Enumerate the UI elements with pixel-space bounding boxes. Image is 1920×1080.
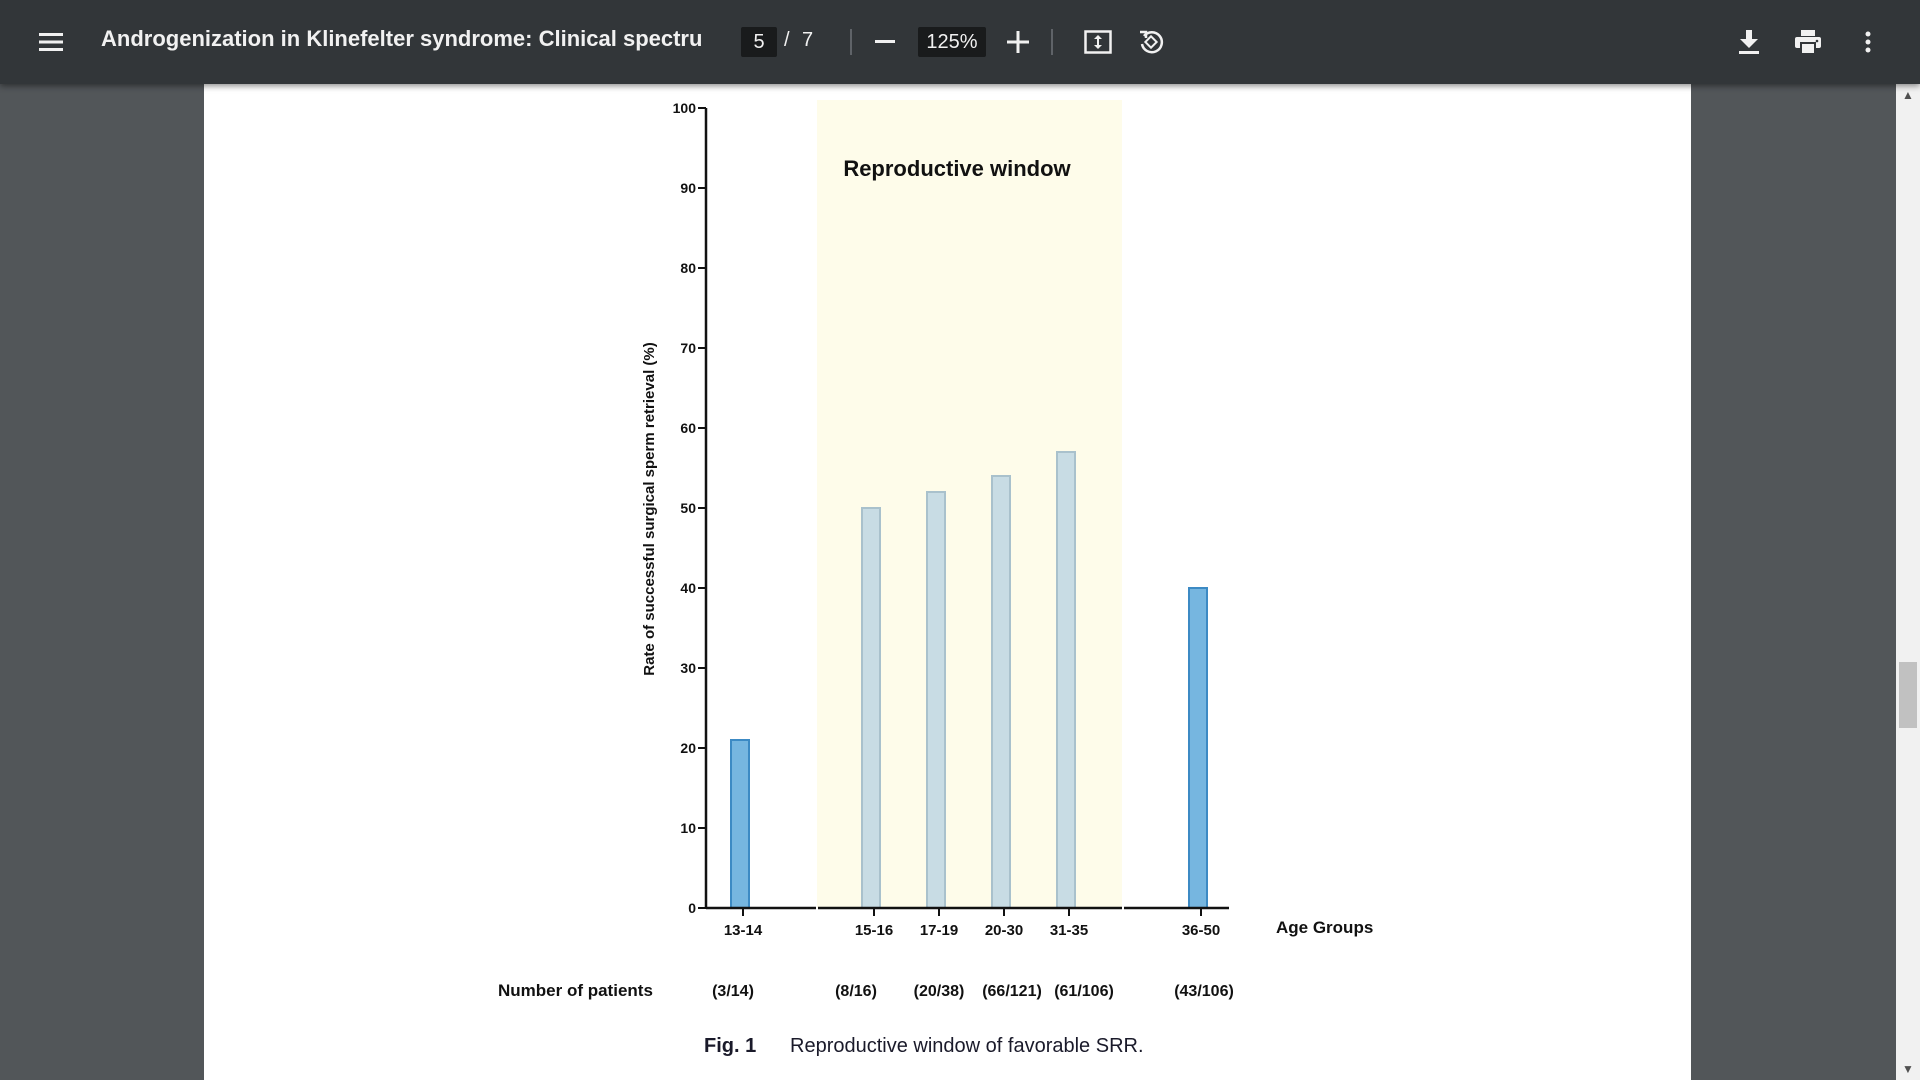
patient-count-label: (3/14) <box>712 983 754 1000</box>
y-tick-label: 100 <box>673 100 697 116</box>
y-tick-label: 10 <box>680 820 696 836</box>
bar-13-14 <box>730 739 750 909</box>
x-tick-label: 13-14 <box>724 922 763 939</box>
hamburger-menu-icon[interactable] <box>27 18 75 66</box>
print-icon[interactable] <box>1784 18 1832 66</box>
toolbar-divider <box>1051 29 1053 55</box>
patient-count-label: (8/16) <box>835 983 877 1000</box>
bar-36-50 <box>1188 587 1208 909</box>
bar-15-16 <box>861 507 881 909</box>
patient-count-label: (66/121) <box>982 983 1042 1000</box>
bar-31-35 <box>1056 451 1076 909</box>
bar-20-30 <box>991 475 1011 909</box>
patient-count-label: (43/106) <box>1174 983 1234 1000</box>
fit-page-icon[interactable] <box>1074 18 1122 66</box>
y-tick-label: 40 <box>680 580 696 596</box>
scroll-down-arrow-icon[interactable]: ▼ <box>1902 1062 1914 1076</box>
srr-bar-chart: Reproductive window 0 10 20 30 40 50 60 70 80 90 1… <box>498 100 1373 1057</box>
zoom-out-icon[interactable] <box>861 18 909 66</box>
y-tick-label: 80 <box>680 260 696 276</box>
patient-count-label: (61/106) <box>1054 983 1114 1000</box>
x-tick-label: 17-19 <box>920 922 958 939</box>
pdf-toolbar: Androgenization in Klinefelter syndrome:… <box>0 0 1920 84</box>
x-tick-label: 31-35 <box>1050 922 1088 939</box>
page-separator: / <box>784 29 790 51</box>
total-pages: 7 <box>802 29 814 51</box>
y-tick-label: 60 <box>680 420 696 436</box>
more-options-icon[interactable] <box>1844 18 1892 66</box>
y-tick-label: 20 <box>680 740 696 756</box>
x-axis-label: Age Groups <box>1276 918 1373 937</box>
y-tick-label: 30 <box>680 660 696 676</box>
x-tick-label: 36-50 <box>1182 922 1220 939</box>
reproductive-window-label: Reproductive window <box>843 156 1071 181</box>
figure-caption-text: Reproductive window of favorable SRR. <box>790 1035 1144 1057</box>
y-axis-label: Rate of successful surgical sperm retrie… <box>641 342 658 675</box>
zoom-level-input[interactable]: 125% <box>918 27 986 57</box>
figure-caption-label: Fig. 1 <box>704 1035 756 1057</box>
patient-count-label: (20/38) <box>914 983 965 1000</box>
scroll-up-arrow-icon[interactable]: ▲ <box>1902 88 1914 102</box>
toolbar-divider <box>850 29 852 55</box>
y-tick-label: 90 <box>680 180 696 196</box>
y-tick-label: 70 <box>680 340 696 356</box>
x-tick-label: 20-30 <box>985 922 1023 939</box>
current-page-input[interactable]: 5 <box>741 27 777 57</box>
bar-17-19 <box>926 491 946 909</box>
pdf-page: Reproductive window 0 10 20 30 40 50 60 70 80 90 1… <box>204 84 1691 1080</box>
download-icon[interactable] <box>1725 18 1773 66</box>
zoom-in-icon[interactable] <box>994 18 1042 66</box>
document-title: Androgenization in Klinefelter syndrome:… <box>101 26 701 51</box>
x-tick-label: 15-16 <box>855 922 893 939</box>
y-tick-label: 50 <box>680 500 696 516</box>
rotate-icon[interactable] <box>1127 18 1175 66</box>
y-tick-label: 0 <box>688 900 696 916</box>
vertical-scrollbar[interactable]: ▲ ▼ <box>1896 84 1920 1080</box>
number-of-patients-label: Number of patients <box>498 981 653 1000</box>
scrollbar-thumb[interactable] <box>1899 662 1917 728</box>
